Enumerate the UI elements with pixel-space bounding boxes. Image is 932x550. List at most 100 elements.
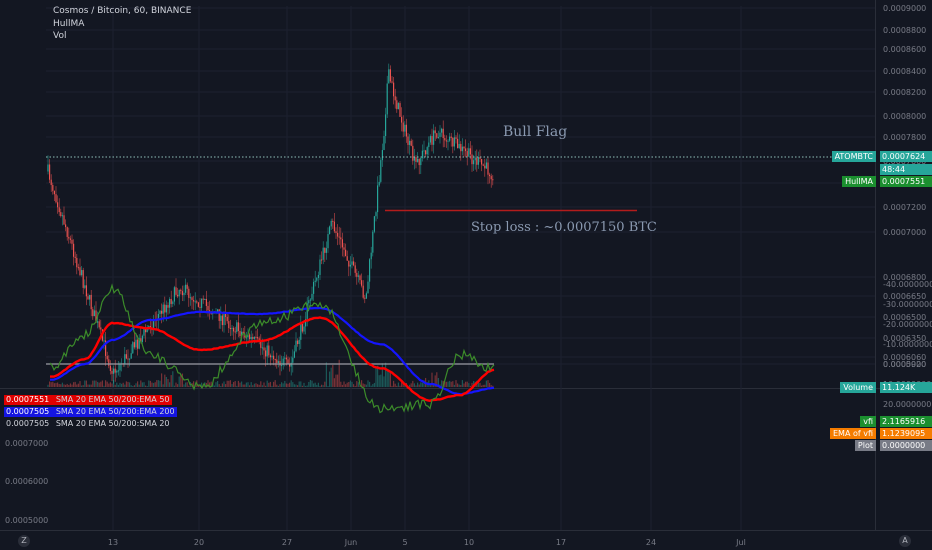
candle-body xyxy=(335,231,337,233)
volume-bar xyxy=(383,376,385,387)
candle-body xyxy=(476,157,478,165)
candle-body xyxy=(79,267,81,276)
candle-body xyxy=(378,181,380,186)
candle-body xyxy=(228,321,230,329)
volume-bar xyxy=(359,385,361,387)
volume-bar xyxy=(298,381,300,387)
candle-body xyxy=(250,336,252,340)
volume-bar xyxy=(415,385,417,387)
candle-body xyxy=(239,330,241,337)
volume-bar xyxy=(402,382,404,387)
volume-bar xyxy=(287,383,289,387)
study-vol-label[interactable]: Vol xyxy=(53,31,67,41)
volume-bar xyxy=(241,381,243,387)
candle-body xyxy=(92,309,94,317)
volume-bar xyxy=(410,383,412,387)
candle-body xyxy=(442,128,444,139)
volume-bar xyxy=(61,382,63,387)
volume-bar xyxy=(421,382,423,387)
volume-bar xyxy=(103,385,105,387)
volume-bar xyxy=(237,380,239,387)
candle-body xyxy=(61,215,63,217)
volume-bar xyxy=(79,381,81,387)
timezone-icon[interactable]: Z xyxy=(18,535,30,547)
volume-bar xyxy=(293,384,295,387)
volume-bar xyxy=(481,385,483,387)
candle-body xyxy=(95,310,97,323)
candle-body xyxy=(346,256,348,261)
volume-bar xyxy=(266,380,268,387)
candle-body xyxy=(249,334,251,340)
candle-body xyxy=(351,261,353,265)
volume-bar xyxy=(257,384,259,387)
volume-bar xyxy=(388,371,390,387)
candle-body xyxy=(293,351,295,358)
volume-bar xyxy=(188,385,190,387)
candle-body xyxy=(314,280,316,282)
candle-body xyxy=(319,259,321,275)
candle-body xyxy=(292,357,294,363)
candle-body xyxy=(162,304,164,314)
volume-bar xyxy=(119,382,121,387)
volume-bar xyxy=(346,382,348,387)
volume-bar xyxy=(290,380,292,387)
candle-body xyxy=(377,185,379,213)
volume-bar xyxy=(50,382,52,387)
ema50-tag[interactable]: 0.0007551 SMA 20 EMA 50/200:EMA 50 xyxy=(4,395,172,405)
candle-body xyxy=(311,293,313,300)
candle-body xyxy=(58,207,60,213)
volume-bar xyxy=(213,385,215,387)
ma-tick-label: 0.0007000 xyxy=(5,439,48,448)
candle-body xyxy=(57,202,59,208)
volume-bar xyxy=(357,382,359,387)
candle-body xyxy=(481,159,483,165)
volume-bar xyxy=(215,382,217,387)
volume-bar xyxy=(125,381,127,387)
volume-bar xyxy=(265,385,267,387)
candle-body xyxy=(55,194,57,203)
candle-body xyxy=(417,158,419,162)
price-tick-label: 0.0008800 xyxy=(883,26,926,35)
volume-bar xyxy=(84,380,86,387)
candle-body xyxy=(169,298,171,308)
sma20-tag[interactable]: 0.0007505 SMA 20 EMA 50/200:SMA 20 xyxy=(4,419,172,429)
volume-bar xyxy=(154,382,156,387)
stop-loss-annotation[interactable]: Stop loss : ~0.0007150 BTC xyxy=(471,220,657,235)
candle-body xyxy=(457,138,459,149)
auto-scale-icon[interactable]: A xyxy=(899,535,911,547)
candle-body xyxy=(266,345,268,357)
candle-body xyxy=(365,293,367,299)
volume-bar xyxy=(489,382,491,387)
volume-bar xyxy=(183,384,185,387)
volume-bar xyxy=(380,374,382,387)
volume-bar xyxy=(116,382,118,387)
volume-bar xyxy=(261,385,263,387)
candle-body xyxy=(119,363,121,371)
sma20-value: 0.0007505 xyxy=(6,419,50,428)
candle-body xyxy=(207,305,209,311)
hullma-price-tag: 0.0007551 xyxy=(880,176,932,187)
candle-body xyxy=(229,328,231,330)
candle-body xyxy=(130,353,132,359)
volume-bar xyxy=(361,380,363,387)
price-tick-label: 0.0006350 xyxy=(883,334,926,343)
candle-body xyxy=(109,365,111,371)
volume-bar xyxy=(268,382,270,387)
volume-bar xyxy=(330,367,332,387)
bull-flag-annotation[interactable]: Bull Flag xyxy=(503,124,568,140)
candle-body xyxy=(393,82,395,97)
candle-body xyxy=(396,100,398,110)
volume-bar xyxy=(87,384,89,387)
volume-bar xyxy=(177,384,179,387)
volume-bar xyxy=(335,374,337,387)
volume-bar xyxy=(193,381,195,387)
candle-body xyxy=(273,355,275,360)
ema-vfi-label-tag: EMA of vfi xyxy=(830,428,876,439)
candle-body xyxy=(413,157,415,161)
volume-bar xyxy=(322,385,324,387)
candle-body xyxy=(471,154,473,165)
ema200-tag[interactable]: 0.0007505 SMA 20 EMA 50/200:EMA 200 xyxy=(4,407,177,417)
study-hullma-label[interactable]: HullMA xyxy=(53,19,85,29)
candle-body xyxy=(277,361,279,363)
